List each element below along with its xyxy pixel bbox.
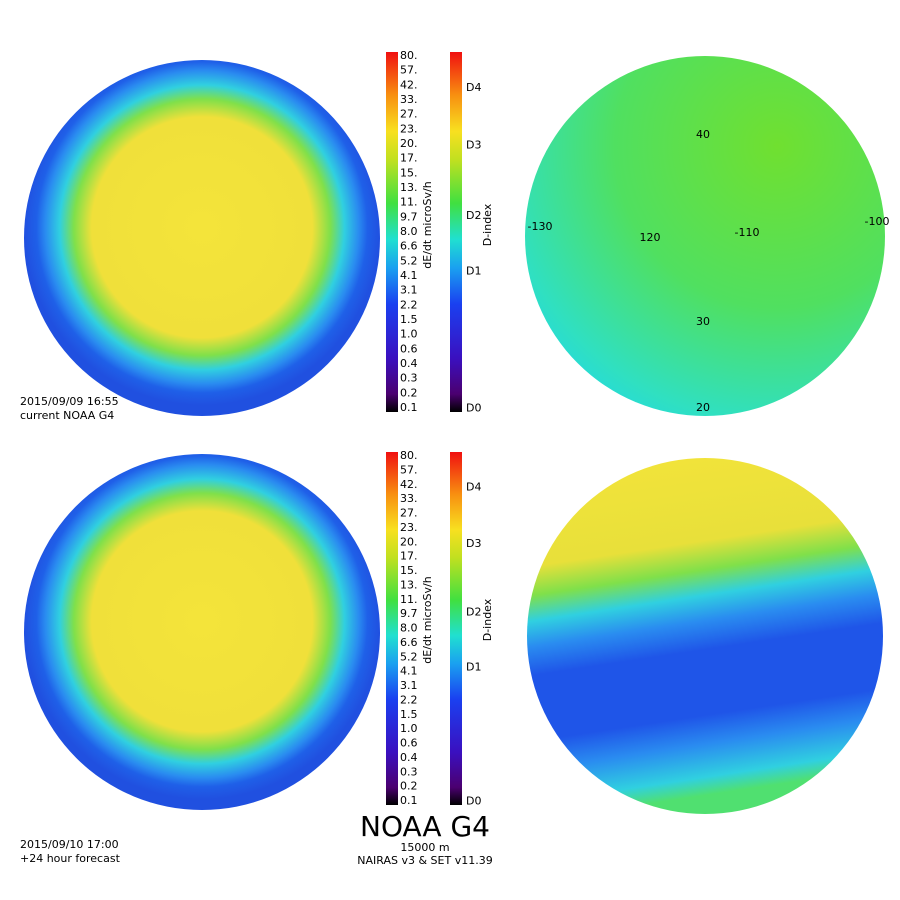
dose-scale-label: 1.5 [400, 313, 418, 326]
dindex-scale-label: D2 [466, 209, 481, 222]
footer-title: NOAA G4 [360, 810, 490, 843]
caption: current NOAA G4 [20, 409, 114, 422]
dose-colorbar [386, 452, 398, 805]
timestamp: 2015/09/10 17:00 [20, 838, 119, 851]
versions: NAIRAS v3 & SET v11.39 [357, 854, 492, 867]
dose-scale-label: 27. [400, 108, 418, 121]
dose-scale-label: 8.0 [400, 622, 418, 635]
dose-scale-label: 15. [400, 166, 418, 179]
dose-scale-label: 0.2 [400, 386, 418, 399]
dindex-scale-label: D4 [466, 81, 481, 94]
grid-label: 30 [696, 315, 710, 328]
globe-west-us [525, 56, 885, 416]
grid-label: -130 [528, 220, 553, 233]
dose-scale-label: 3.1 [400, 679, 418, 692]
dose-scale-label: 1.0 [400, 328, 418, 341]
dose-scale-label: 15. [400, 564, 418, 577]
dose-scale-label: 0.4 [400, 751, 418, 764]
dose-scale-label: 33. [400, 492, 418, 505]
dose-scale-label: 2.2 [400, 298, 418, 311]
grid-label: 40 [696, 128, 710, 141]
dose-scale-label: 6.6 [400, 636, 418, 649]
dose-scale-label: 0.6 [400, 737, 418, 750]
dose-scale-label: 5.2 [400, 650, 418, 663]
dose-scale-label: 11. [400, 593, 418, 606]
dindex-colorbar [450, 452, 462, 805]
dose-scale-label: 0.2 [400, 780, 418, 793]
dose-scale-label: 13. [400, 578, 418, 591]
timestamp: 2015/09/09 16:55 [20, 395, 119, 408]
dose-scale-label: 1.0 [400, 722, 418, 735]
dindex-scale-label: D4 [466, 480, 481, 493]
dose-scale-label: 0.3 [400, 372, 418, 385]
dindex-scale-label: D1 [466, 265, 481, 278]
dose-scale-label: 13. [400, 181, 418, 194]
dose-scale-label: 0.1 [400, 401, 418, 414]
dose-scale-label: 9.7 [400, 210, 418, 223]
dindex-scale-label: D1 [466, 660, 481, 673]
dindex-axis-label: D-index [481, 203, 494, 246]
dose-scale-label: 57. [400, 64, 418, 77]
dose-scale-label: 9.7 [400, 607, 418, 620]
dose-scale-label: 23. [400, 521, 418, 534]
dose-scale-label: 4.1 [400, 665, 418, 678]
dose-scale-label: 3.1 [400, 284, 418, 297]
dose-scale-label: 42. [400, 78, 418, 91]
dindex-axis-label: D-index [481, 598, 494, 641]
dose-scale-label: 17. [400, 550, 418, 563]
grid-label: -100 [865, 215, 890, 228]
dose-scale-label: 4.1 [400, 269, 418, 282]
dose-scale-label: 42. [400, 478, 418, 491]
dose-scale-label: 2.2 [400, 693, 418, 706]
dose-scale-label: 6.6 [400, 240, 418, 253]
dose-scale-label: 57. [400, 463, 418, 476]
dose-scale-label: 0.4 [400, 357, 418, 370]
grid-label: -110 [735, 226, 760, 239]
dose-scale-label: 1.5 [400, 708, 418, 721]
dose-scale-label: 23. [400, 122, 418, 135]
dose-scale-label: 20. [400, 137, 418, 150]
dose-scale-label: 17. [400, 152, 418, 165]
grid-label: 120 [640, 231, 661, 244]
dindex-scale-label: D0 [466, 401, 481, 414]
globe-forecast [24, 454, 380, 810]
dindex-scale-label: D3 [466, 139, 481, 152]
dose-scale-label: 80. [400, 49, 418, 62]
dose-scale-label: 8.0 [400, 225, 418, 238]
dindex-scale-label: D3 [466, 537, 481, 550]
dose-scale-label: 20. [400, 535, 418, 548]
dose-axis-label: dE/dt microSv/h [421, 576, 434, 663]
dose-scale-label: 33. [400, 93, 418, 106]
globe-current [24, 60, 380, 416]
dose-scale-label: 80. [400, 449, 418, 462]
globe-north-america [527, 458, 883, 814]
dose-scale-label: 0.3 [400, 765, 418, 778]
dose-colorbar [386, 52, 398, 412]
dose-scale-label: 11. [400, 196, 418, 209]
dose-scale-label: 0.1 [400, 794, 418, 807]
dose-scale-label: 0.6 [400, 342, 418, 355]
dindex-scale-label: D2 [466, 606, 481, 619]
dose-axis-label: dE/dt microSv/h [421, 181, 434, 268]
dose-scale-label: 5.2 [400, 254, 418, 267]
grid-label: 20 [696, 401, 710, 414]
dindex-colorbar [450, 52, 462, 412]
caption: +24 hour forecast [20, 852, 121, 865]
altitude: 15000 m [400, 841, 449, 854]
dindex-scale-label: D0 [466, 794, 481, 807]
dose-scale-label: 27. [400, 507, 418, 520]
